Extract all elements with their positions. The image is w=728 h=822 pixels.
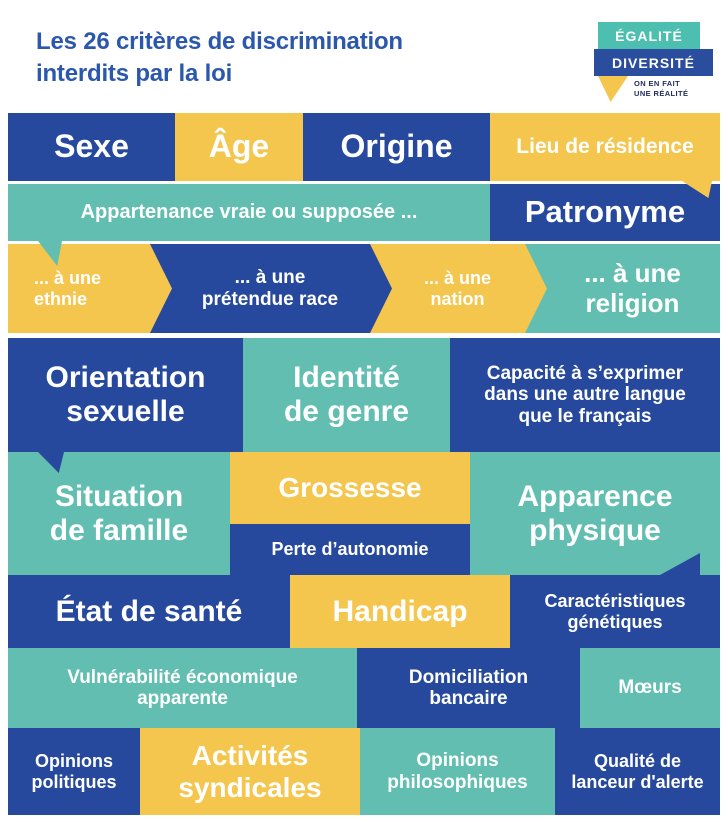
- tile-origine-label: Origine: [340, 128, 453, 165]
- tile-appartenance-label: Appartenance vraie ou supposée ...: [80, 201, 418, 224]
- tile-nation-label: ... à une nation: [423, 268, 492, 309]
- tile-identite-de-genre: Identité de genre: [243, 338, 450, 452]
- tile-handicap-label: Handicap: [332, 594, 468, 628]
- tile-ethnie: ... à une ethnie: [8, 244, 150, 333]
- tile-patronyme: Patronyme: [490, 184, 720, 241]
- tile-orientation-sexuelle-label: Orientation sexuelle: [45, 361, 206, 428]
- tile-caracteristiques-genetiques: Caractéristiques génétiques: [510, 575, 720, 648]
- tile-domiciliation-bancaire-label: Domiciliation bancaire: [408, 666, 529, 709]
- tile-pretendue-race-label: ... à une prétendue race: [201, 267, 339, 310]
- tile-religion: ... à une religion: [525, 244, 720, 333]
- tile-grossesse-label: Grossesse: [278, 472, 422, 504]
- tile-grossesse: Grossesse: [230, 452, 470, 524]
- tile-qualite-lanceur-alerte: Qualité de lanceur d'alerte: [555, 728, 720, 815]
- tile-apparence-physique-label: Apparence physique: [517, 479, 673, 547]
- logo-egalite-label: ÉGALITÉ: [598, 22, 700, 49]
- tile-age-label: Âge: [208, 128, 270, 165]
- tile-origine: Origine: [303, 113, 490, 181]
- tile-caracteristiques-genetiques-label: Caractéristiques génétiques: [544, 591, 686, 632]
- logo-triangle-icon: [598, 76, 628, 102]
- tile-opinions-politiques: Opinions politiques: [8, 728, 140, 815]
- tile-perte-autonomie: Perte d’autonomie: [230, 524, 470, 575]
- tile-sexe-label: Sexe: [54, 128, 129, 165]
- tile-moeurs-label: Mœurs: [618, 677, 682, 699]
- tile-perte-autonomie-label: Perte d’autonomie: [271, 539, 429, 560]
- egalite-diversite-logo: ÉGALITÉ DIVERSITÉ ON EN FAIT UNE RÉALITÉ: [594, 22, 720, 106]
- tile-ethnie-label: ... à une ethnie: [34, 268, 102, 309]
- tile-moeurs: Mœurs: [580, 648, 720, 728]
- tile-vulnerabilite-economique: Vulnérabilité économique apparente: [8, 648, 357, 728]
- tile-qualite-lanceur-alerte-label: Qualité de lanceur d'alerte: [571, 751, 704, 792]
- tile-situation-de-famille-label: Situation de famille: [49, 479, 189, 547]
- tile-activites-syndicales-label: Activités syndicales: [178, 740, 322, 803]
- tile-capacite-langue-label: Capacité à s’exprimer dans une autre lan…: [484, 363, 686, 427]
- tile-capacite-langue: Capacité à s’exprimer dans une autre lan…: [450, 338, 720, 452]
- tile-pretendue-race: ... à une prétendue race: [150, 244, 370, 333]
- tile-handicap: Handicap: [290, 575, 510, 648]
- tile-lieu-de-residence-label: Lieu de résidence: [516, 135, 694, 159]
- tile-vulnerabilite-economique-label: Vulnérabilité économique apparente: [67, 666, 298, 709]
- tile-identite-de-genre-label: Identité de genre: [283, 361, 410, 428]
- tile-appartenance: Appartenance vraie ou supposée ...: [8, 184, 490, 241]
- tile-etat-de-sante: État de santé: [8, 575, 290, 648]
- tile-etat-de-sante-label: État de santé: [55, 594, 243, 628]
- logo-tagline: ON EN FAIT UNE RÉALITÉ: [634, 79, 689, 98]
- tile-opinions-philosophiques-label: Opinions philosophiques: [387, 750, 528, 793]
- logo-diversite-label: DIVERSITÉ: [594, 49, 713, 76]
- tile-apparence-physique: Apparence physique: [470, 452, 720, 575]
- tile-activites-syndicales: Activités syndicales: [140, 728, 360, 815]
- tile-nation: ... à une nation: [370, 244, 525, 333]
- tile-sexe: Sexe: [8, 113, 175, 181]
- tile-orientation-sexuelle: Orientation sexuelle: [8, 338, 243, 452]
- tile-opinions-philosophiques: Opinions philosophiques: [360, 728, 555, 815]
- tile-age: Âge: [175, 113, 303, 181]
- tile-opinions-politiques-label: Opinions politiques: [31, 751, 117, 792]
- tile-domiciliation-bancaire: Domiciliation bancaire: [357, 648, 580, 728]
- tile-religion-label: ... à une religion: [584, 258, 681, 318]
- tile-situation-de-famille: Situation de famille: [8, 452, 230, 575]
- tile-patronyme-label: Patronyme: [524, 194, 686, 230]
- tile-lieu-de-residence: Lieu de résidence: [490, 113, 720, 181]
- page-title: Les 26 critères de discrimination interd…: [36, 28, 403, 87]
